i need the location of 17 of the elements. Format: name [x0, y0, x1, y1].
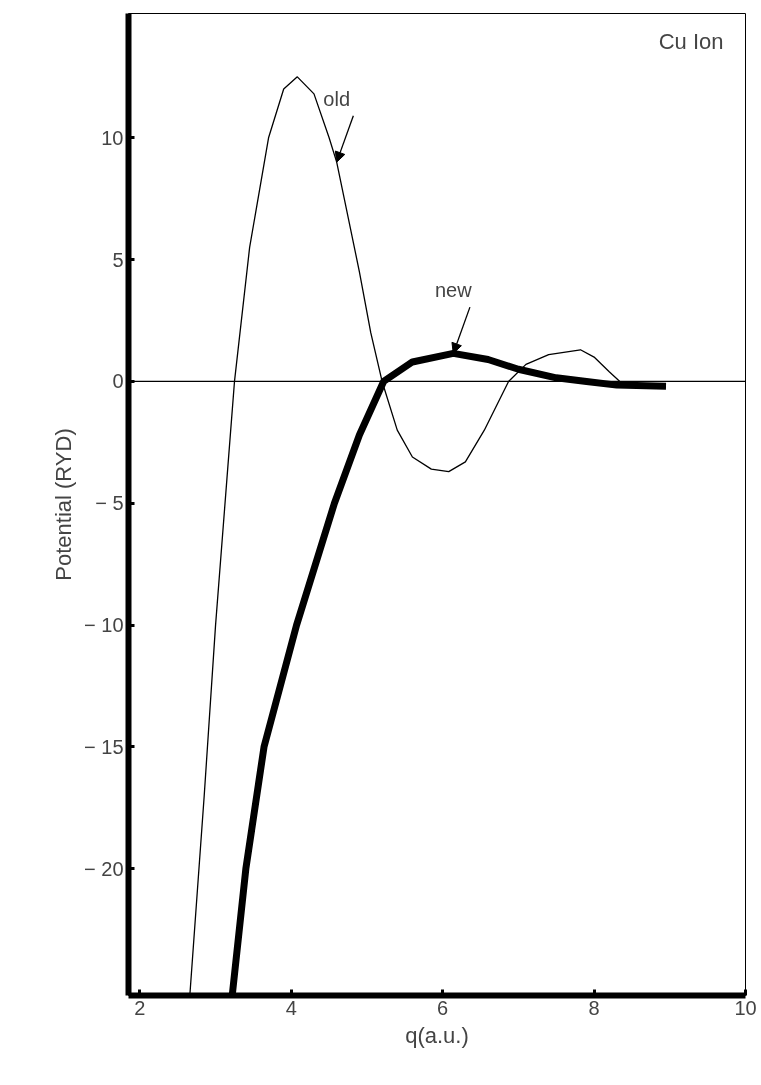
- y-tick-label: − 10: [84, 614, 124, 637]
- x-tick-label: 8: [588, 996, 600, 1019]
- x-tick-label: 4: [285, 996, 297, 1019]
- x-axis-title: q(a.u.): [405, 1022, 469, 1048]
- y-tick-label: 0: [112, 370, 124, 393]
- annotation: old: [323, 88, 351, 111]
- x-tick-label: 6: [437, 996, 449, 1019]
- y-tick-label: − 15: [84, 735, 124, 758]
- annotation: new: [434, 279, 473, 302]
- annotation: Cu Ion: [658, 28, 724, 54]
- y-tick-label: 5: [112, 248, 124, 271]
- x-tick-label: 2: [134, 996, 146, 1019]
- x-tick-label: 10: [734, 996, 757, 1019]
- y-axis-title: Potential (RYD): [51, 428, 77, 581]
- y-tick-label: 10: [101, 126, 124, 149]
- y-tick-label: − 20: [84, 857, 124, 880]
- y-tick-label: − 5: [95, 492, 124, 515]
